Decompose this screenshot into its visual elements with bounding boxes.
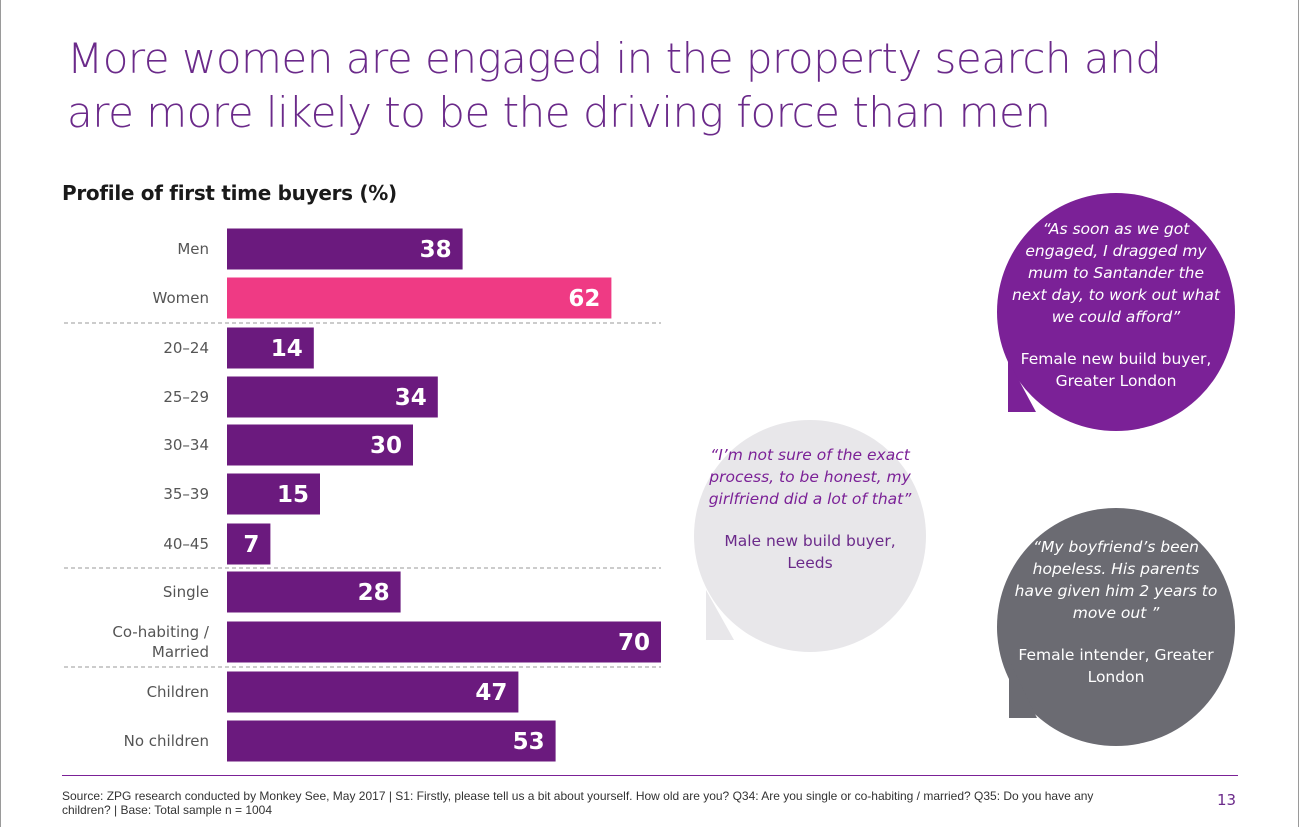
value-label-co-habiting-married: 70 (618, 630, 650, 656)
bar-co-habiting-married (227, 621, 661, 663)
category-label-no-children: No children (124, 732, 209, 750)
bar-35-39 (227, 473, 320, 515)
bar-25-29 (227, 376, 438, 418)
value-label-women: 62 (568, 286, 600, 312)
quote-bubble-1: “As soon as we got engaged, I dragged my… (997, 193, 1235, 431)
footer-divider (62, 775, 1238, 776)
category-label-30-34: 30–34 (163, 436, 209, 454)
value-label-children: 47 (475, 680, 507, 706)
quote-text-2: “I’m not sure of the exact process, to b… (708, 446, 912, 508)
category-label-20-24: 20–24 (163, 339, 209, 357)
quote-attribution-2: Male new build buyer, Leeds (724, 532, 896, 572)
value-label-no-children: 53 (513, 729, 545, 755)
category-label-40-45: 40–45 (163, 535, 209, 553)
bar-no-children (227, 720, 556, 762)
value-label-25-29: 34 (395, 385, 427, 411)
quote-attribution-3: Female intender, Greater London (1018, 646, 1214, 686)
bar-40-45 (227, 523, 271, 565)
category-label-single: Single (163, 583, 209, 601)
value-label-single: 28 (358, 580, 390, 606)
value-label-30-34: 30 (370, 433, 402, 459)
quote-attribution-1: Female new build buyer, Greater London (1020, 350, 1212, 390)
quote-bubble-3-tail (1009, 660, 1037, 718)
category-label-35-39: 35–39 (163, 485, 209, 503)
bar-men (227, 228, 463, 270)
bar-children (227, 671, 519, 713)
page-number: 13 (1217, 791, 1237, 809)
category-label-co-habiting-married: Co-habiting / Married (112, 623, 210, 661)
quote-text-1: “As soon as we got engaged, I dragged my… (1011, 220, 1220, 326)
category-label-children: Children (147, 683, 209, 701)
category-label-women: Women (153, 289, 209, 307)
value-label-men: 38 (420, 237, 452, 263)
bar-30-34 (227, 424, 413, 466)
value-label-20-24: 14 (271, 336, 303, 362)
quote-text-3: “My boyfriend’s been hopeless. His paren… (1014, 538, 1218, 622)
quote-bubble-2-tail (706, 590, 734, 640)
value-label-40-45: 7 (243, 532, 259, 558)
quote-bubble-1-tail (1008, 360, 1036, 412)
bar-women (227, 277, 612, 319)
left-frame-line (0, 0, 1, 827)
category-label-25-29: 25–29 (163, 388, 209, 406)
value-label-35-39: 15 (277, 482, 309, 508)
bar-single (227, 571, 401, 613)
source-note: Source: ZPG research conducted by Monkey… (62, 789, 1094, 817)
category-label-men: Men (177, 240, 209, 258)
chart-title: Profile of first time buyers (%) (62, 181, 397, 205)
bar-20-24 (227, 327, 314, 369)
slide-title: More women are engaged in the property s… (67, 34, 1162, 137)
